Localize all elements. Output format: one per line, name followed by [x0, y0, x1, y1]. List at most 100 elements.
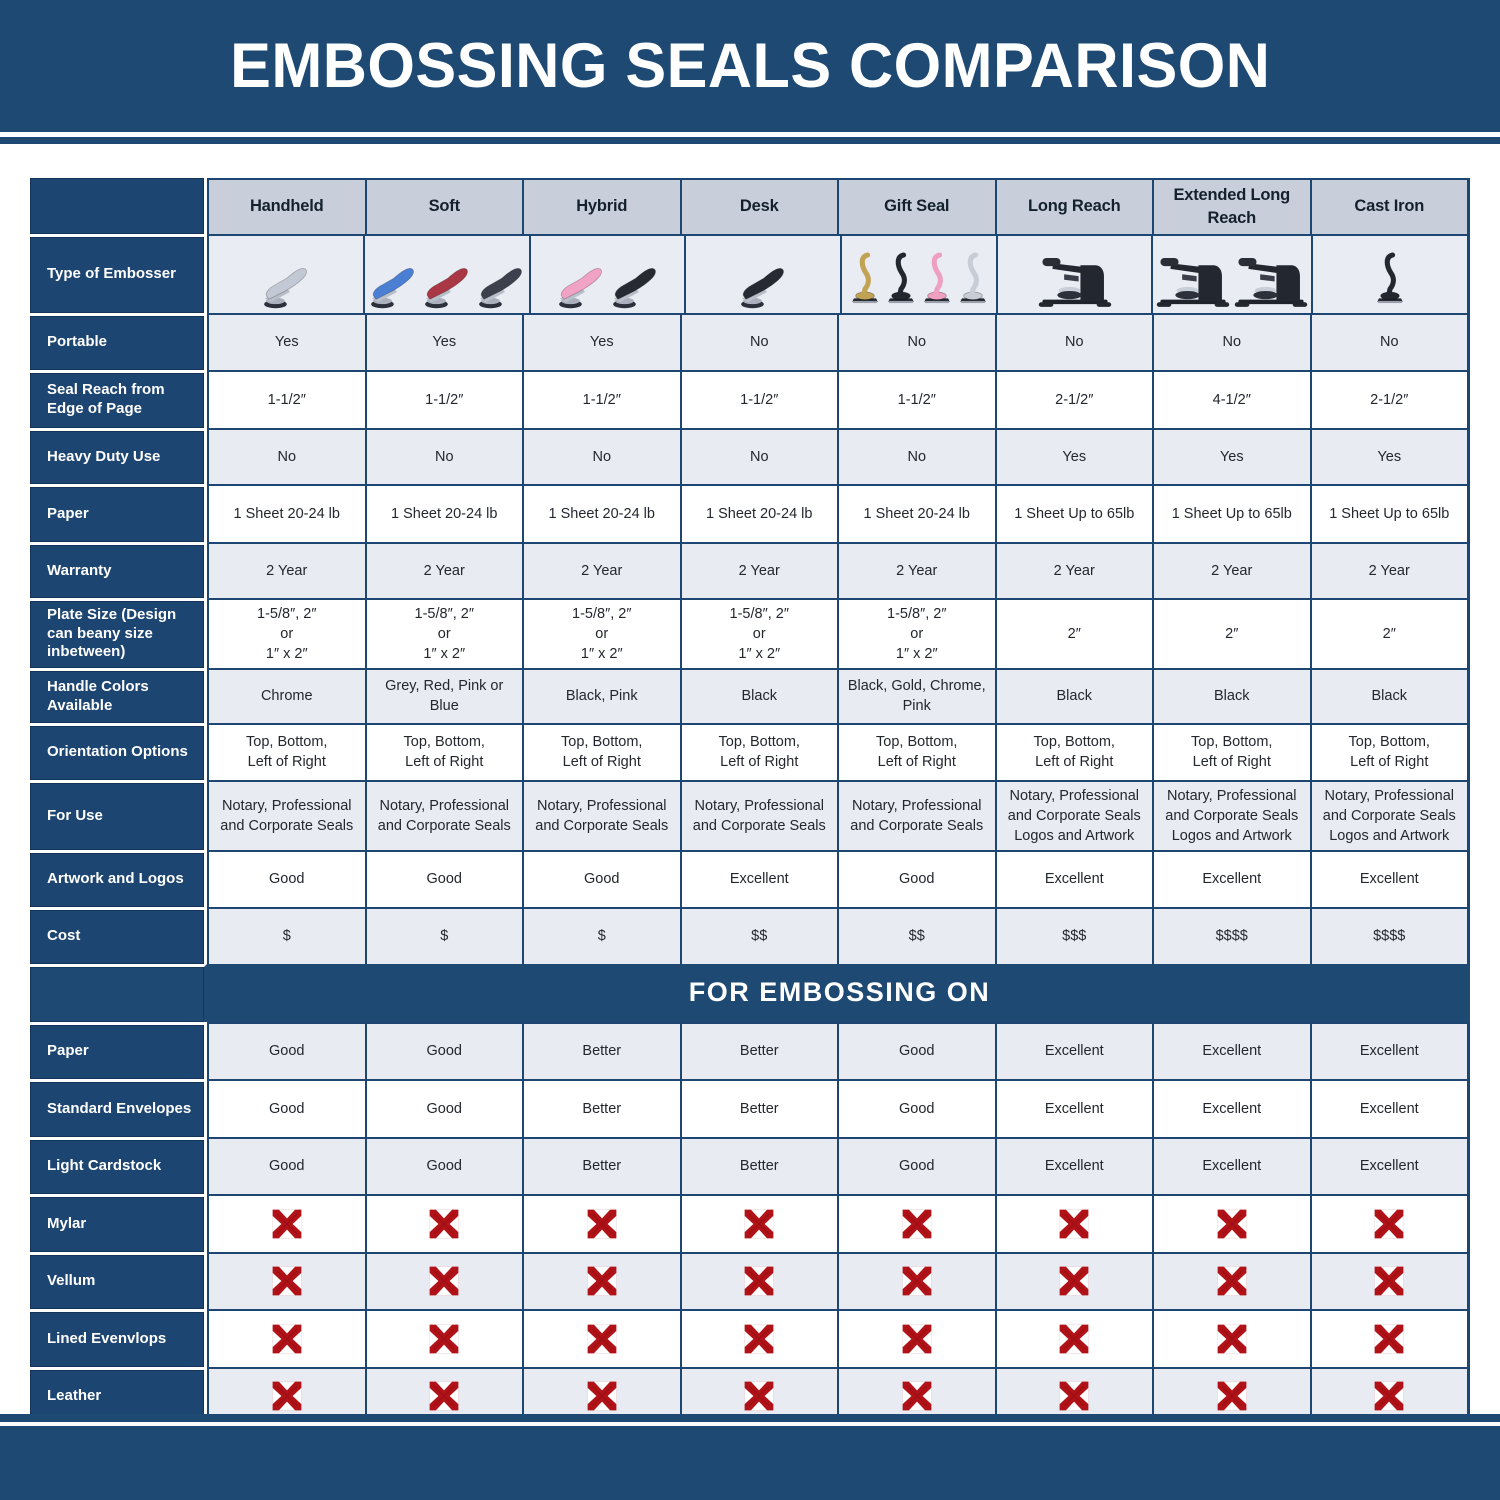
not-suitable-x-icon: [1217, 1209, 1247, 1238]
not-suitable-x-icon: [1059, 1381, 1089, 1410]
embosser-images: [365, 236, 529, 313]
spec-row-seal-reach-from-edge-of-page: Seal Reach from Edge of Page 1-1/2″ 1-1/2″…: [30, 369, 1470, 428]
spec-row-plate-size-design-can-beany-size-inbetween: Plate Size (Design can beany size inbetw…: [30, 597, 1470, 668]
spec-cell-for-use-handheld: Notary, Professional and Corporate Seals: [207, 779, 365, 850]
spec-cell-orientation-options-desk: Top, Bottom, Left of Right: [679, 722, 837, 780]
spec-cell-plate-size-design-can-beany-size-inbetween-hybrid: 1-5/8″, 2″ or 1″ x 2″: [522, 597, 680, 668]
spec-row-orientation-options: Orientation Options Top, Bottom, Left of …: [30, 722, 1470, 780]
not-suitable-x-icon: [272, 1209, 302, 1238]
embosser-image-cell-gift-seal: [840, 233, 996, 313]
embossing-cell-mylar-extended-long-reach: [1152, 1193, 1310, 1252]
embossing-cell-vellum-soft: [364, 1251, 522, 1309]
embossing-cell-light-cardstock-desk: Better: [679, 1136, 837, 1194]
not-suitable-x-icon: [587, 1266, 617, 1296]
not-suitable-x-icon: [1217, 1324, 1247, 1353]
spec-cell-plate-size-design-can-beany-size-inbetween-desk: 1-5/8″, 2″ or 1″ x 2″: [679, 597, 837, 668]
embossing-cell-light-cardstock-soft: Good: [364, 1136, 522, 1194]
embossing-row-light-cardstock: Light Cardstock Good Good Better Better Good E…: [30, 1136, 1470, 1194]
spec-cell-heavy-duty-use-long-reach: Yes: [994, 427, 1152, 484]
embossing-cell-mylar-long-reach: [994, 1193, 1152, 1252]
upright-embosser-icon: [888, 252, 914, 303]
embossing-cell-vellum-handheld: [207, 1251, 365, 1309]
embossing-cell-vellum-long-reach: [994, 1251, 1152, 1309]
spec-cell-orientation-options-gift-seal: Top, Bottom, Left of Right: [837, 722, 995, 780]
not-suitable-x-icon: [744, 1324, 774, 1353]
spec-cell-plate-size-design-can-beany-size-inbetween-extended-long-reach: 2″: [1152, 597, 1310, 668]
spec-cell-handle-colors-available-hybrid: Black, Pink: [522, 667, 680, 723]
plier-embosser-icon: [370, 267, 414, 308]
spec-cell-for-use-extended-long-reach: Notary, Professional and Corporate Seals…: [1152, 779, 1310, 850]
spec-cell-heavy-duty-use-handheld: No: [207, 427, 365, 484]
embossing-row-lined-evenvlops: Lined Evenvlops: [30, 1308, 1470, 1367]
plier-embosser-icon: [424, 267, 468, 308]
embossing-cell-vellum-desk: [679, 1251, 837, 1309]
embossing-cell-vellum-cast-iron: [1309, 1251, 1470, 1309]
row-label-portable: Portable: [30, 312, 207, 370]
embossing-cell-lined-evenvlops-gift-seal: [837, 1308, 995, 1367]
not-suitable-x-icon: [429, 1266, 459, 1296]
embossing-cell-paper-handheld: Good: [207, 1021, 365, 1079]
spec-cell-cost-soft: $: [364, 906, 522, 964]
spec-cell-paper-hybrid: 1 Sheet 20-24 lb: [522, 483, 680, 542]
column-header-desk: Desk: [679, 178, 837, 234]
spec-cell-cost-extended-long-reach: $$$$: [1152, 906, 1310, 964]
row-label-seal-reach-from-edge-of-page: Seal Reach from Edge of Page: [30, 369, 207, 428]
embossing-cell-mylar-handheld: [207, 1193, 365, 1252]
not-suitable-x-icon: [587, 1324, 617, 1353]
band-label-spacer: [30, 963, 207, 1022]
type-of-embosser-row: Type of Embosser: [30, 233, 1471, 313]
spec-cell-seal-reach-from-edge-of-page-gift-seal: 1-1/2″: [837, 369, 995, 428]
page-title: EMBOSSING SEALS COMPARISON: [229, 31, 1271, 101]
spec-cell-paper-soft: 1 Sheet 20-24 lb: [364, 483, 522, 542]
embosser-images: [209, 236, 363, 313]
embossing-cell-light-cardstock-long-reach: Excellent: [994, 1136, 1152, 1194]
plier-embosser-icon: [263, 267, 307, 308]
embossing-cell-vellum-extended-long-reach: [1152, 1251, 1310, 1309]
spec-cell-paper-handheld: 1 Sheet 20-24 lb: [207, 483, 365, 542]
embossing-cell-mylar-hybrid: [522, 1193, 680, 1252]
spec-row-warranty: Warranty 2 Year 2 Year 2 Year 2 Year 2 Year 2 …: [30, 541, 1470, 598]
embossing-cell-mylar-gift-seal: [837, 1193, 995, 1252]
not-suitable-x-icon: [272, 1381, 302, 1410]
not-suitable-x-icon: [429, 1209, 459, 1238]
spec-row-for-use: For Use Notary, Professional and Corporat…: [30, 779, 1470, 850]
plier-embosser-icon: [558, 267, 602, 308]
footer-separator-white: [0, 1422, 1500, 1426]
spec-cell-warranty-soft: 2 Year: [364, 541, 522, 598]
spec-cell-warranty-desk: 2 Year: [679, 541, 837, 598]
row-label-standard-envelopes: Standard Envelopes: [30, 1078, 207, 1137]
spec-cell-warranty-handheld: 2 Year: [207, 541, 365, 598]
spec-cell-handle-colors-available-gift-seal: Black, Gold, Chrome, Pink: [837, 667, 995, 723]
spec-cell-artwork-and-logos-hybrid: Good: [522, 849, 680, 907]
embosser-images: [686, 236, 840, 313]
embossing-cell-standard-envelopes-cast-iron: Excellent: [1309, 1078, 1470, 1137]
row-label-artwork-and-logos: Artwork and Logos: [30, 849, 207, 907]
spec-cell-orientation-options-cast-iron: Top, Bottom, Left of Right: [1309, 722, 1470, 780]
spec-cell-plate-size-design-can-beany-size-inbetween-cast-iron: 2″: [1309, 597, 1470, 668]
banner-separator-white: [0, 132, 1500, 137]
embossing-cell-mylar-desk: [679, 1193, 837, 1252]
embossing-cell-light-cardstock-extended-long-reach: Excellent: [1152, 1136, 1310, 1194]
embossing-cell-light-cardstock-hybrid: Better: [522, 1136, 680, 1194]
embosser-image-cell-extended-long-reach: [1151, 233, 1312, 313]
spec-cell-heavy-duty-use-soft: No: [364, 427, 522, 484]
spec-cell-artwork-and-logos-gift-seal: Good: [837, 849, 995, 907]
spec-cell-orientation-options-long-reach: Top, Bottom, Left of Right: [994, 722, 1152, 780]
row-label-mylar: Mylar: [30, 1193, 207, 1252]
row-label-vellum: Vellum: [30, 1251, 207, 1309]
spec-cell-for-use-soft: Notary, Professional and Corporate Seals: [364, 779, 522, 850]
embossing-cell-light-cardstock-handheld: Good: [207, 1136, 365, 1194]
embossing-row-paper: Paper Good Good Better Better Good Excellent Ex…: [30, 1021, 1470, 1079]
column-header-handheld: Handheld: [207, 178, 365, 234]
spec-cell-warranty-gift-seal: 2 Year: [837, 541, 995, 598]
banner-separator-navy: [0, 137, 1500, 144]
row-label-heavy-duty-use: Heavy Duty Use: [30, 427, 207, 484]
embosser-image-cell-soft: [362, 233, 529, 313]
row-label-light-cardstock: Light Cardstock: [30, 1136, 207, 1194]
column-header-row: Handheld Soft Hybrid Desk Gift Seal Long Reac…: [30, 178, 1470, 234]
spec-cell-paper-desk: 1 Sheet 20-24 lb: [679, 483, 837, 542]
comparison-table: Handheld Soft Hybrid Desk Gift Seal Long Reac…: [30, 178, 1471, 1426]
embossing-cell-paper-cast-iron: Excellent: [1309, 1021, 1470, 1079]
spec-cell-paper-cast-iron: 1 Sheet Up to 65lb: [1309, 483, 1470, 542]
upright-embosser-icon: [1377, 252, 1403, 303]
